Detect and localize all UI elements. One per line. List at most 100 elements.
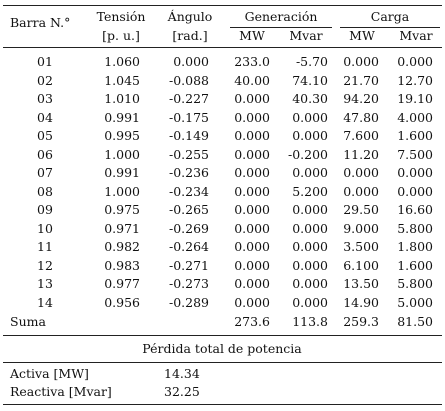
cell-angle: -0.234 xyxy=(168,183,209,199)
load-underline xyxy=(340,27,440,28)
cell-voltage: 0.995 xyxy=(104,128,140,143)
cell-gen-mvar: 40.30 xyxy=(292,91,328,106)
header-angle-unit: [rad.] xyxy=(172,28,208,43)
cell-voltage: 1.010 xyxy=(104,91,140,106)
cell-voltage: 1.060 xyxy=(104,54,140,69)
cell-bus: 11 xyxy=(37,239,53,254)
cell-gen-mw: 0.000 xyxy=(234,276,270,291)
header-gen-mw: MW xyxy=(239,28,265,43)
cell-gen-mvar: 0.000 xyxy=(292,109,328,125)
cell-bus: 03 xyxy=(37,91,53,106)
cell-load-mvar: 16.60 xyxy=(397,202,433,217)
cell-voltage: 0.975 xyxy=(104,202,140,217)
table-row: 12 0.983 -0.271 0.000 0.000 6.100 1.600 xyxy=(0,257,445,273)
cell-gen-mvar: 0.000 xyxy=(292,239,328,254)
sum-gen-mvar: 113.8 xyxy=(292,314,328,329)
cell-load-mvar: 0.000 xyxy=(397,165,433,180)
cell-voltage: 0.991 xyxy=(104,109,140,125)
cell-bus: 04 xyxy=(37,109,53,125)
cell-voltage: 0.956 xyxy=(104,294,140,310)
cell-load-mvar: 5.800 xyxy=(397,220,433,236)
table-row: 05 0.995 -0.149 0.000 0.000 7.600 1.600 xyxy=(0,129,445,143)
cell-bus: 09 xyxy=(37,202,53,217)
table-row: 11 0.982 -0.264 0.000 0.000 3.500 1.800 xyxy=(0,240,445,254)
cell-load-mvar: 1.600 xyxy=(397,257,433,273)
cell-gen-mw: 0.000 xyxy=(234,146,270,162)
header-load: Carga xyxy=(370,9,410,24)
header-voltage-unit: [p. u.] xyxy=(102,28,140,43)
cell-angle: -0.289 xyxy=(168,294,209,310)
loss-top-rule xyxy=(3,335,442,336)
sum-label: Suma xyxy=(10,314,46,329)
cell-load-mvar: 12.70 xyxy=(397,72,433,88)
table-row: 09 0.975 -0.265 0.000 0.000 29.50 16.60 xyxy=(0,203,445,217)
cell-bus: 13 xyxy=(37,276,53,291)
cell-gen-mw: 0.000 xyxy=(234,183,270,199)
cell-load-mw: 94.20 xyxy=(343,91,379,106)
cell-load-mw: 7.600 xyxy=(343,128,379,143)
cell-gen-mvar: 0.000 xyxy=(292,257,328,273)
cell-gen-mvar: 0.000 xyxy=(292,276,328,291)
cell-gen-mw: 0.000 xyxy=(234,109,270,125)
header-bus: Barra N.° xyxy=(10,15,71,30)
cell-load-mw: 9.000 xyxy=(343,220,379,236)
header-load-mvar: Mvar xyxy=(399,28,433,43)
cell-gen-mw: 0.000 xyxy=(234,257,270,273)
loss-active-row: Activa [MW] 14.34 xyxy=(0,367,445,381)
header-voltage: Tensión xyxy=(96,9,146,24)
loss-active-label: Activa [MW] xyxy=(10,366,89,381)
cell-gen-mvar: 74.10 xyxy=(292,72,328,88)
cell-voltage: 0.977 xyxy=(104,276,140,291)
table-row: 13 0.977 -0.273 0.000 0.000 13.50 5.800 xyxy=(0,277,445,291)
header-angle: Ángulo xyxy=(167,9,213,24)
header-generation: Generación xyxy=(244,9,318,24)
cell-gen-mvar: 0.000 xyxy=(292,202,328,217)
cell-gen-mw: 0.000 xyxy=(234,294,270,310)
cell-load-mvar: 5.800 xyxy=(397,276,433,291)
sum-gen-mw: 273.6 xyxy=(234,314,270,329)
cell-voltage: 0.982 xyxy=(104,239,140,254)
cell-angle: -0.088 xyxy=(168,72,209,88)
cell-angle: -0.265 xyxy=(168,202,209,217)
cell-gen-mw: 40.00 xyxy=(234,72,270,88)
cell-bus: 02 xyxy=(37,72,53,88)
cell-load-mvar: 1.600 xyxy=(397,128,433,143)
cell-gen-mvar: -0.200 xyxy=(287,146,328,162)
cell-angle: -0.264 xyxy=(168,239,209,254)
cell-load-mw: 47.80 xyxy=(343,109,379,125)
header-bottom-rule xyxy=(3,47,442,48)
cell-angle: -0.227 xyxy=(168,91,209,106)
cell-bus: 10 xyxy=(37,220,53,236)
cell-load-mvar: 7.500 xyxy=(397,146,433,162)
cell-gen-mvar: -5.70 xyxy=(295,54,328,69)
table-row: 04 0.991 -0.175 0.000 0.000 47.80 4.000 xyxy=(0,109,445,125)
sum-load-mvar: 81.50 xyxy=(397,314,433,329)
table-row: 02 1.045 -0.088 40.00 74.10 21.70 12.70 xyxy=(0,72,445,88)
table-top-rule xyxy=(3,5,442,6)
cell-load-mw: 3.500 xyxy=(343,239,379,254)
cell-load-mw: 6.100 xyxy=(343,257,379,273)
cell-bus: 14 xyxy=(37,294,53,310)
cell-bus: 12 xyxy=(37,257,53,273)
cell-voltage: 1.000 xyxy=(104,183,140,199)
cell-angle: -0.236 xyxy=(168,165,209,180)
cell-angle: -0.255 xyxy=(168,146,209,162)
cell-load-mw: 11.20 xyxy=(343,146,379,162)
loss-reactive-label: Reactiva [Mvar] xyxy=(10,384,112,399)
cell-bus: 07 xyxy=(37,165,53,180)
cell-gen-mvar: 0.000 xyxy=(292,165,328,180)
header-load-mw: MW xyxy=(349,28,375,43)
cell-gen-mw: 0.000 xyxy=(234,128,270,143)
loss-title: Pérdida total de potencia xyxy=(142,341,302,356)
sum-row: Suma 273.6 113.8 259.3 81.50 xyxy=(0,315,445,329)
header-gen-mvar: Mvar xyxy=(289,28,323,43)
table-row: 01 1.060 0.000 233.0 -5.70 0.000 0.000 xyxy=(0,55,445,69)
cell-angle: 0.000 xyxy=(173,54,209,69)
cell-gen-mvar: 0.000 xyxy=(292,294,328,310)
cell-load-mvar: 19.10 xyxy=(397,91,433,106)
table-row: 07 0.991 -0.236 0.000 0.000 0.000 0.000 xyxy=(0,166,445,180)
cell-voltage: 0.971 xyxy=(104,220,140,236)
cell-gen-mvar: 5.200 xyxy=(292,183,328,199)
cell-load-mw: 0.000 xyxy=(343,165,379,180)
cell-load-mvar: 0.000 xyxy=(397,54,433,69)
